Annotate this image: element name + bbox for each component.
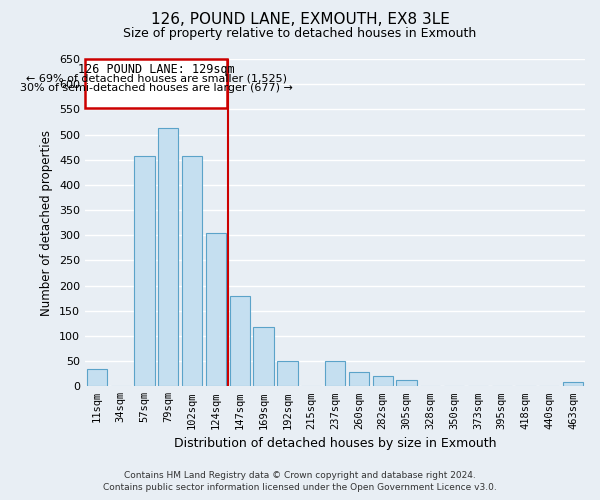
Bar — [206, 232, 226, 386]
Bar — [349, 372, 369, 386]
Bar — [563, 382, 583, 386]
Text: 126, POUND LANE, EXMOUTH, EX8 3LE: 126, POUND LANE, EXMOUTH, EX8 3LE — [151, 12, 449, 28]
FancyBboxPatch shape — [85, 59, 227, 108]
Bar — [253, 327, 274, 386]
Bar — [134, 156, 155, 386]
X-axis label: Distribution of detached houses by size in Exmouth: Distribution of detached houses by size … — [174, 437, 496, 450]
Text: Size of property relative to detached houses in Exmouth: Size of property relative to detached ho… — [124, 28, 476, 40]
Text: 126 POUND LANE: 129sqm: 126 POUND LANE: 129sqm — [78, 62, 235, 76]
Text: ← 69% of detached houses are smaller (1,525): ← 69% of detached houses are smaller (1,… — [26, 73, 287, 83]
Bar — [325, 361, 345, 386]
Bar — [230, 296, 250, 386]
Text: 30% of semi-detached houses are larger (677) →: 30% of semi-detached houses are larger (… — [20, 82, 293, 92]
Bar — [87, 368, 107, 386]
Text: Contains HM Land Registry data © Crown copyright and database right 2024.
Contai: Contains HM Land Registry data © Crown c… — [103, 471, 497, 492]
Bar — [158, 128, 178, 386]
Bar — [182, 156, 202, 386]
Bar — [277, 361, 298, 386]
Bar — [397, 380, 416, 386]
Bar — [373, 376, 393, 386]
Y-axis label: Number of detached properties: Number of detached properties — [40, 130, 53, 316]
